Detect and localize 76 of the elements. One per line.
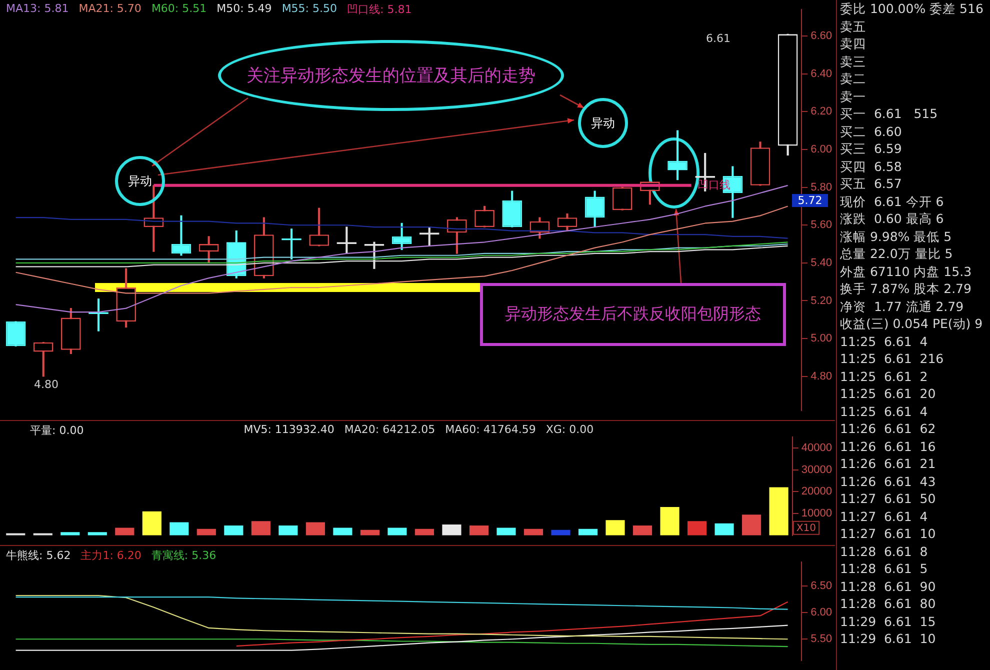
annotation: 关注异动形态发生的位置及其后的走势 [218, 40, 564, 111]
text: 收益(三) 0.054 PE(动) 9 [840, 315, 984, 332]
text: 买二 6.60 [840, 122, 903, 140]
text: 11:26 6.61 21 [840, 455, 937, 472]
text: 平量: 0.00 [30, 423, 84, 438]
y-tick-label: 5.20 [810, 294, 832, 307]
y-tick-label: 4.80 [810, 370, 832, 382]
text: 总量 22.0万 量比 5 [840, 245, 954, 262]
text: MA60: 41764.59 [445, 423, 536, 438]
text: MA21: 5.70 [78, 2, 142, 17]
text: 11:25 6.61 216 [840, 350, 945, 368]
y-axis-title: X10 [796, 522, 816, 534]
annotation: 4.80 [34, 377, 60, 391]
y-tick-label: 5.40 [810, 256, 832, 269]
text: 11:25 6.61 4 [840, 332, 929, 350]
text: 11:28 6.61 80 [840, 595, 937, 612]
y-tick-label: 6.50 [810, 580, 832, 592]
y-tick-label: 5.00 [810, 332, 832, 345]
text: 11:25 6.61 4 [840, 402, 929, 420]
annotation: 6.61 [706, 31, 732, 45]
text: 11:29 6.61 15 [840, 612, 937, 630]
annotation: 异动 [115, 156, 165, 206]
text: 主力1: 6.20 [80, 548, 142, 563]
text: MV5: 113932.40 [244, 423, 334, 438]
y-tick-label: 6.00 [810, 144, 832, 156]
text: 11:26 6.61 62 [840, 420, 937, 438]
text: 11:27 6.61 10 [840, 525, 937, 542]
text: 换手 7.87% 股本 2.79 [840, 280, 972, 298]
text: XG: 0.00 [546, 423, 594, 438]
text: 11:26 6.61 16 [840, 438, 937, 455]
text: 11:28 6.61 5 [840, 560, 929, 578]
y-tick-label: 10000 [801, 508, 832, 520]
text: 净资 1.77 流通 2.79 [840, 298, 965, 315]
text: 11:25 6.61 2 [840, 368, 929, 385]
text: MA20: 64212.05 [344, 423, 436, 438]
text: 11:25 6.61 20 [840, 385, 937, 402]
y-tick-label: 6.40 [810, 68, 832, 80]
text: 涨幅 9.98% 最低 5 [840, 228, 953, 245]
annotation: 凹口线: 5.81 [347, 2, 412, 17]
text: 卖三 [840, 52, 867, 70]
text: 牛熊线: 5.62 [6, 548, 71, 563]
text: 11:27 6.61 50 [840, 490, 937, 508]
text: 买四 6.58 [840, 158, 903, 175]
text: 委比 100.00% 委差 516 [840, 0, 984, 18]
text: M60: 5.51 [151, 2, 207, 17]
annotation: 5.72 [792, 194, 828, 207]
annotation: 异动 [578, 98, 628, 148]
y-tick-label: 30000 [801, 464, 832, 476]
y-tick-label: 20000 [801, 486, 832, 498]
y-tick-label: 6.00 [810, 606, 832, 619]
y-tick-label: 5.80 [810, 181, 832, 194]
text: 11:28 6.61 90 [840, 578, 937, 595]
text: 买一 6.61 515 [840, 105, 939, 122]
annotation: 异动形态发生后不跌反收阳包阴形态 [480, 283, 786, 346]
text: 卖一 [840, 88, 867, 105]
text: 涨跌 0.60 最高 6 [840, 210, 945, 228]
y-tick-label: 5.60 [810, 219, 832, 232]
text: 买五 6.57 [840, 175, 903, 192]
text: MA13: 5.81 [6, 2, 69, 17]
text: 11:27 6.61 4 [840, 508, 929, 525]
text: 卖二 [840, 70, 867, 88]
text: M55: 5.50 [282, 2, 337, 17]
text: 11:28 6.61 8 [840, 542, 929, 560]
y-tick-label: 40000 [801, 442, 832, 454]
text: 外盘 67110 内盘 15.3 [840, 262, 973, 280]
text: 卖五 [840, 18, 867, 35]
text: 11:26 6.61 43 [840, 472, 937, 490]
text: 11:29 6.61 10 [840, 630, 937, 648]
y-tick-label: 5.50 [810, 633, 832, 646]
y-tick-label: 6.20 [810, 106, 832, 118]
text: 卖四 [840, 35, 867, 52]
text: 现价 6.61 今开 6 [840, 192, 945, 210]
y-tick-label: 6.60 [810, 30, 832, 42]
text: 买三 6.59 [840, 140, 903, 158]
text: 青寓线: 5.36 [151, 548, 216, 563]
text: M50: 5.49 [216, 2, 272, 17]
